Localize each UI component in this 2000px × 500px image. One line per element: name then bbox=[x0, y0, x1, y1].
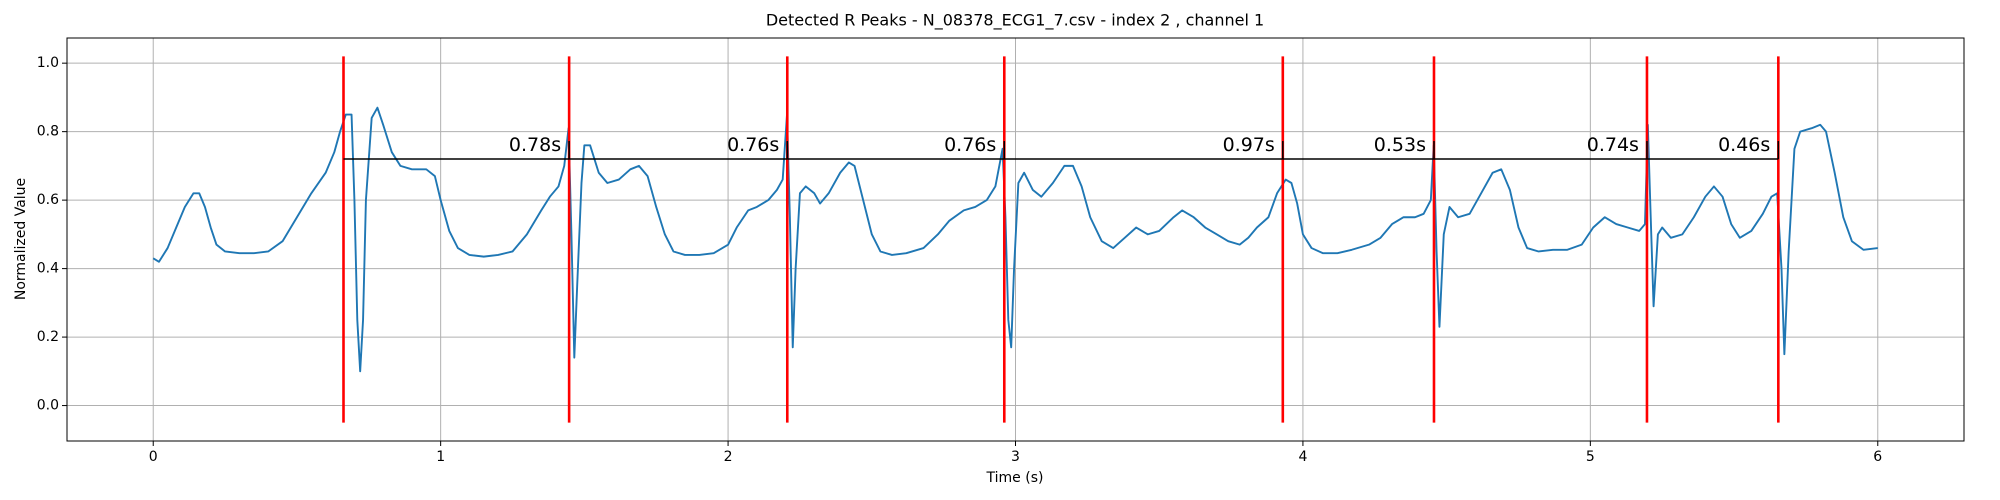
x-tick-label: 5 bbox=[1586, 449, 1595, 465]
y-tick-label: 0.4 bbox=[37, 261, 59, 277]
y-tick-label: 0.0 bbox=[37, 398, 59, 414]
y-axis-label: Normalized Value bbox=[13, 178, 29, 300]
y-tick-label: 0.8 bbox=[37, 124, 59, 140]
interval-label: 0.76s bbox=[727, 134, 779, 156]
y-tick-label: 1.0 bbox=[37, 55, 59, 71]
x-tick-label: 6 bbox=[1873, 449, 1882, 465]
interval-label: 0.78s bbox=[509, 134, 561, 156]
interval-label: 0.53s bbox=[1374, 134, 1426, 156]
chart-title: Detected R Peaks - N_08378_ECG1_7.csv - … bbox=[766, 11, 1264, 31]
x-tick-label: 3 bbox=[1011, 449, 1020, 465]
x-tick-label: 2 bbox=[724, 449, 733, 465]
x-tick-label: 1 bbox=[436, 449, 445, 465]
axes-frame bbox=[66, 37, 1965, 442]
x-axis-label: Time (s) bbox=[986, 470, 1044, 486]
interval-label: 0.46s bbox=[1718, 134, 1770, 156]
interval-label: 0.97s bbox=[1223, 134, 1275, 156]
y-tick-label: 0.2 bbox=[37, 329, 59, 345]
y-tick-label: 0.6 bbox=[37, 192, 59, 208]
interval-label: 0.74s bbox=[1587, 134, 1639, 156]
x-tick-label: 0 bbox=[149, 449, 158, 465]
interval-label: 0.76s bbox=[944, 134, 996, 156]
x-tick-label: 4 bbox=[1298, 449, 1307, 465]
